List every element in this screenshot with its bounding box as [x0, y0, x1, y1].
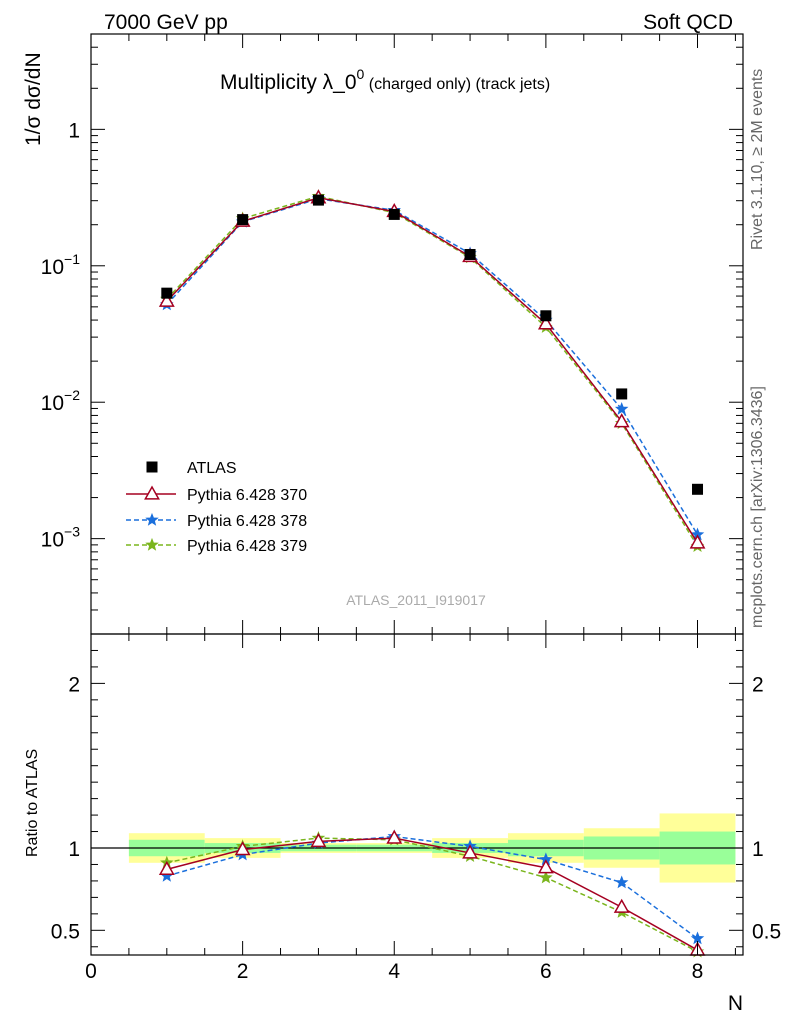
legend-entry-py370: Pythia 6.428 370 [126, 485, 307, 504]
rivet-label: Rivet 3.1.10, ≥ 2M events [749, 69, 766, 250]
main-point-py370-0 [158, 292, 175, 307]
main-ylabel: 1/σ dσ/dN [22, 52, 45, 146]
x-axis-label: N [728, 992, 743, 1015]
ratio-xtick-label: 2 [237, 960, 249, 983]
main-line-py379 [166, 195, 699, 547]
main-ytick-label-base: 10 [41, 529, 64, 552]
main-ytick-label-base: 10 [41, 392, 64, 415]
main-ytick-label: 10−3 [41, 524, 81, 552]
legend-entry-atlas: ATLAS [146, 460, 237, 477]
ratio-series-py370 [158, 829, 706, 956]
ratio-point-py370-6 [613, 898, 630, 913]
legend: ATLAS Pythia 6.428 370 Pythia 6.428 378 Pyt… [126, 460, 307, 555]
main-axes: 10−310−210−11 [41, 33, 743, 635]
legend-marker-py379 [145, 537, 159, 551]
main-point-atlas-5 [540, 310, 552, 322]
main-point-py370-7 [689, 534, 706, 549]
ratio-xtick-label: 4 [388, 960, 400, 983]
main-point-atlas-3 [388, 208, 400, 220]
ratio-ytick-label: 2 [68, 673, 80, 696]
ratio-xtick-label: 6 [540, 960, 552, 983]
legend-label-atlas: ATLAS [187, 460, 237, 477]
ratio-line-py379 [166, 837, 698, 953]
main-panel: 10−310−210−11 [41, 33, 744, 635]
ratio-ytick-label-right: 2 [752, 673, 764, 696]
ratio-ytick-label-right: 1 [752, 838, 764, 861]
chart-title-main: Multiplicity λ_0 [220, 71, 357, 94]
ratio-ylabel: Ratio to ATLAS [24, 749, 41, 857]
main-line-py378 [166, 197, 699, 536]
main-series-atlas [161, 194, 704, 495]
legend-marker-atlas [146, 461, 158, 473]
ratio-axes: 0.5 0.5 1 1 2 2 0 2 4 6 8 [51, 634, 781, 983]
main-point-py370-5 [537, 315, 554, 330]
ratio-point-py379-5 [539, 870, 553, 884]
main-ytick-label-exp: −1 [64, 251, 80, 267]
legend-label-py370: Pythia 6.428 370 [187, 487, 307, 504]
chart-title-sub: (charged only) (track jets) [364, 76, 550, 93]
ratio-point-py370-3 [386, 829, 403, 844]
legend-marker-py378 [145, 512, 159, 526]
main-point-atlas-4 [464, 248, 476, 260]
main-ytick-label: 1 [68, 119, 80, 142]
analysis-watermark: ATLAS_2011_I919017 [346, 592, 486, 608]
ratio-point-py378-6 [614, 875, 629, 889]
legend-entry-py379: Pythia 6.428 379 [126, 537, 307, 555]
ratio-point-py370-4 [462, 844, 478, 859]
main-ytick-label: 10−2 [41, 387, 81, 415]
main-line-py370 [166, 197, 699, 544]
main-ytick-label-base: 1 [68, 119, 80, 142]
chart-title-sup: 0 [357, 66, 365, 82]
ratio-point-py370-0 [158, 860, 175, 876]
ratio-uncertainty-bands [91, 813, 743, 883]
main-ytick-label-base: 10 [41, 256, 64, 279]
ratio-point-py370-1 [234, 841, 251, 856]
ratio-point-py370-5 [537, 859, 554, 874]
main-point-atlas-6 [616, 388, 628, 400]
main-point-atlas-2 [312, 194, 324, 206]
ratio-ytick-label: 0.5 [51, 920, 80, 943]
legend-label-py378: Pythia 6.428 378 [187, 513, 307, 530]
header-right: Soft QCD [643, 11, 733, 34]
main-ytick-label-exp: −2 [64, 387, 80, 403]
main-point-atlas-1 [237, 214, 249, 226]
ratio-ytick-label-right: 0.5 [752, 920, 781, 943]
ratio-line-py370 [166, 837, 698, 951]
legend-label-py379: Pythia 6.428 379 [187, 538, 307, 555]
main-point-atlas-0 [161, 287, 173, 299]
header-left: 7000 GeV pp [104, 11, 228, 34]
ratio-plot-content [158, 829, 706, 958]
main-point-py370-6 [613, 413, 630, 428]
legend-entry-py378: Pythia 6.428 378 [126, 512, 307, 530]
main-ytick-label: 10−1 [41, 251, 81, 279]
ratio-frame [90, 633, 744, 956]
main-point-atlas-7 [692, 483, 704, 495]
ratio-ytick-label: 1 [68, 838, 80, 861]
legend-marker-py370 [144, 485, 160, 500]
ratio-panel: 0.5 0.5 1 1 2 2 0 2 4 6 8 [51, 633, 781, 983]
main-plot-content [158, 189, 706, 552]
chart-title: Multiplicity λ_00 (charged only) (track … [220, 66, 550, 94]
ratio-xtick-label: 0 [85, 960, 97, 983]
main-point-py378-6 [614, 402, 629, 415]
main-ytick-label-exp: −3 [64, 524, 80, 540]
mcplots-label: mcplots.cern.ch [arXiv:1306.3436] [749, 386, 766, 628]
ratio-line-py378 [166, 835, 698, 940]
ratio-point-py370-2 [310, 832, 327, 848]
ratio-xtick-label: 8 [692, 960, 704, 983]
